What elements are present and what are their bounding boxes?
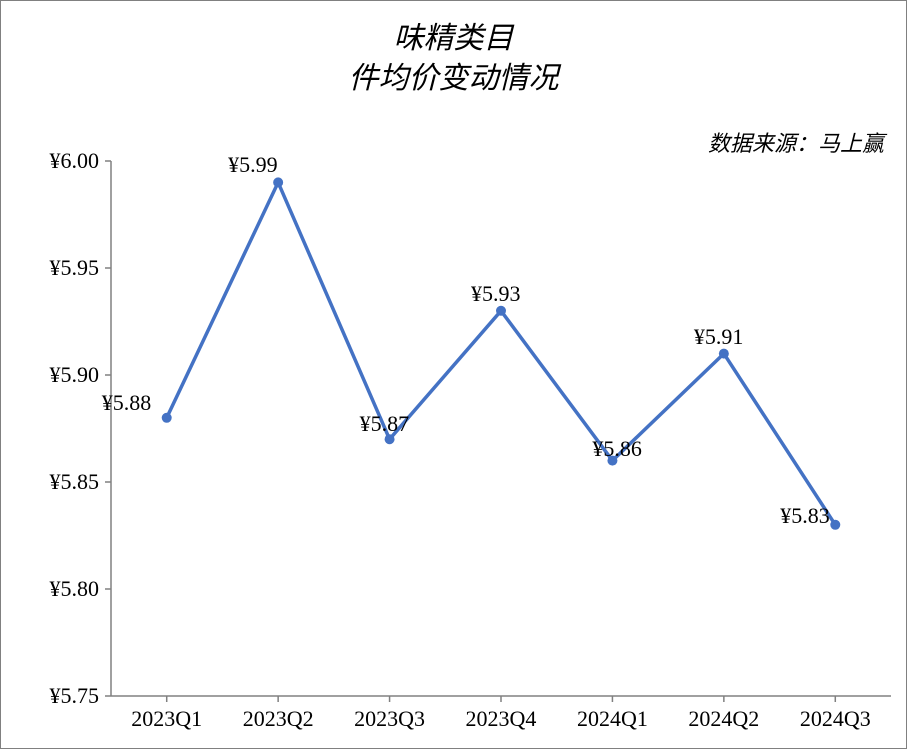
y-axis-tick-label: ¥5.80 xyxy=(1,576,99,602)
y-axis-tick-label: ¥5.90 xyxy=(1,362,99,388)
line-series-group xyxy=(162,177,841,529)
y-axis-tick-label: ¥5.75 xyxy=(1,683,99,709)
y-axis-tick-label: ¥5.95 xyxy=(1,255,99,281)
data-point-label: ¥5.86 xyxy=(592,436,642,462)
data-point-marker xyxy=(496,306,506,316)
data-point-marker xyxy=(162,413,172,423)
data-point-label: ¥5.87 xyxy=(360,411,410,437)
y-axis-tick-label: ¥6.00 xyxy=(1,148,99,174)
data-point-marker xyxy=(830,520,840,530)
data-point-label: ¥5.83 xyxy=(780,503,830,529)
x-axis-tick-label: 2023Q3 xyxy=(335,706,445,732)
x-axis-tick-label: 2023Q2 xyxy=(223,706,333,732)
x-axis-tick-label: 2024Q3 xyxy=(780,706,890,732)
plot-svg xyxy=(1,1,907,750)
data-point-marker xyxy=(719,349,729,359)
data-point-label: ¥5.99 xyxy=(228,152,278,178)
x-axis-tick-label: 2023Q1 xyxy=(112,706,222,732)
x-axis-tick-label: 2023Q4 xyxy=(446,706,556,732)
data-point-label: ¥5.88 xyxy=(102,390,152,416)
x-axis-tick-label: 2024Q1 xyxy=(557,706,667,732)
line-series xyxy=(167,182,836,524)
data-point-label: ¥5.91 xyxy=(694,324,744,350)
y-axis-tick-label: ¥5.85 xyxy=(1,469,99,495)
x-axis-tick-label: 2024Q2 xyxy=(669,706,779,732)
data-point-marker xyxy=(273,177,283,187)
chart-container: 味精类目 件均价变动情况 数据来源：马上赢 ¥5.75¥5.80¥5.85¥5.… xyxy=(0,0,907,749)
data-point-label: ¥5.93 xyxy=(471,281,521,307)
